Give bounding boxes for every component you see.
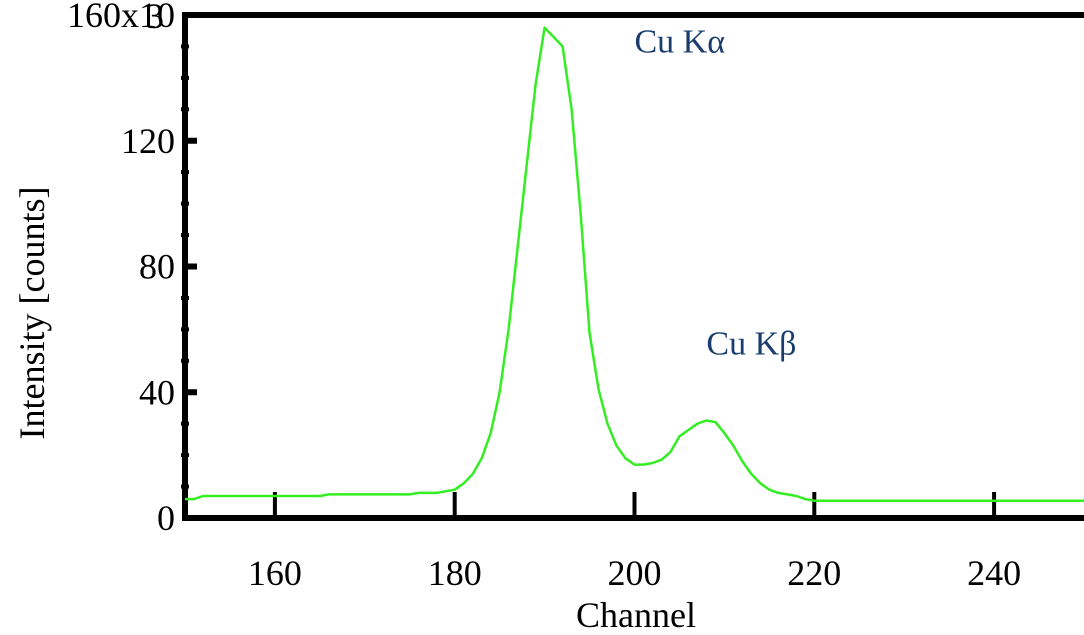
y-axis-title: Intensity [counts] (12, 187, 52, 440)
x-tick-label: 200 (608, 553, 662, 593)
x-axis-title: Channel (576, 595, 696, 635)
peak-annotation: Cu Kα (635, 24, 726, 61)
y-tick-label: 120 (121, 121, 175, 161)
y-axis-multiplier-exponent: 3 (146, 0, 164, 36)
peak-annotation: Cu Kβ (706, 326, 796, 363)
series-layer (185, 26, 1084, 502)
x-tick-label: 180 (428, 553, 482, 593)
y-tick-label: 80 (139, 247, 175, 287)
y-tick-label: 40 (139, 372, 175, 412)
y-tick-label: 160x10 (67, 0, 175, 35)
spectrum-line (185, 26, 1084, 502)
x-tick-label: 240 (967, 553, 1021, 593)
annotation-layer: Cu Kα Cu Kβ (635, 24, 797, 363)
x-tick-label: 220 (787, 553, 841, 593)
y-tick-label: 0 (157, 498, 175, 538)
plot-frame (182, 12, 1084, 521)
x-tick-label: 160 (248, 553, 302, 593)
y-axis-ticks: 0 40 80 120 160x10 (67, 0, 197, 538)
x-axis-ticks: 160 180 200 220 240 (248, 492, 1021, 593)
